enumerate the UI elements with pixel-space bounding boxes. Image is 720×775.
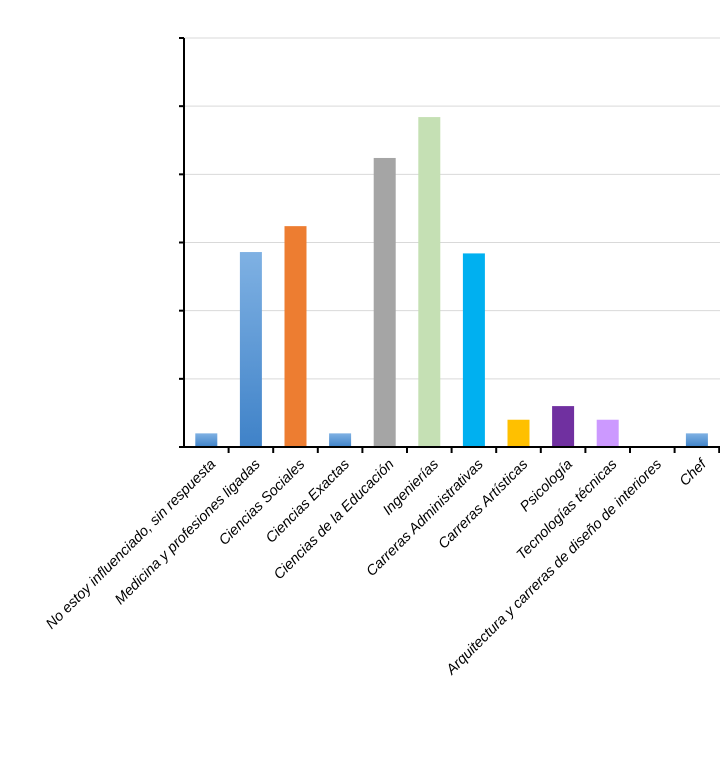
bar <box>462 253 485 447</box>
x-tick-label: No estoy influenciado, sin respuesta <box>43 457 219 633</box>
bars <box>195 117 708 447</box>
bar <box>552 406 575 447</box>
bar <box>507 419 530 447</box>
x-tick-label: Arquitectura y carreras de diseño de int… <box>443 457 665 679</box>
bar <box>418 117 441 447</box>
x-tick-label: Ciencias Exactas <box>263 457 353 547</box>
x-tick-label: Chef <box>677 455 711 489</box>
bar <box>329 433 352 447</box>
gridlines <box>184 37 720 380</box>
bar <box>195 433 218 447</box>
bar <box>373 157 396 447</box>
bar <box>284 226 307 447</box>
bar <box>596 419 619 447</box>
bar <box>685 433 708 447</box>
bar <box>239 252 262 447</box>
category-labels: No estoy influenciado, sin respuestaMedi… <box>43 455 711 679</box>
axes <box>179 37 720 453</box>
